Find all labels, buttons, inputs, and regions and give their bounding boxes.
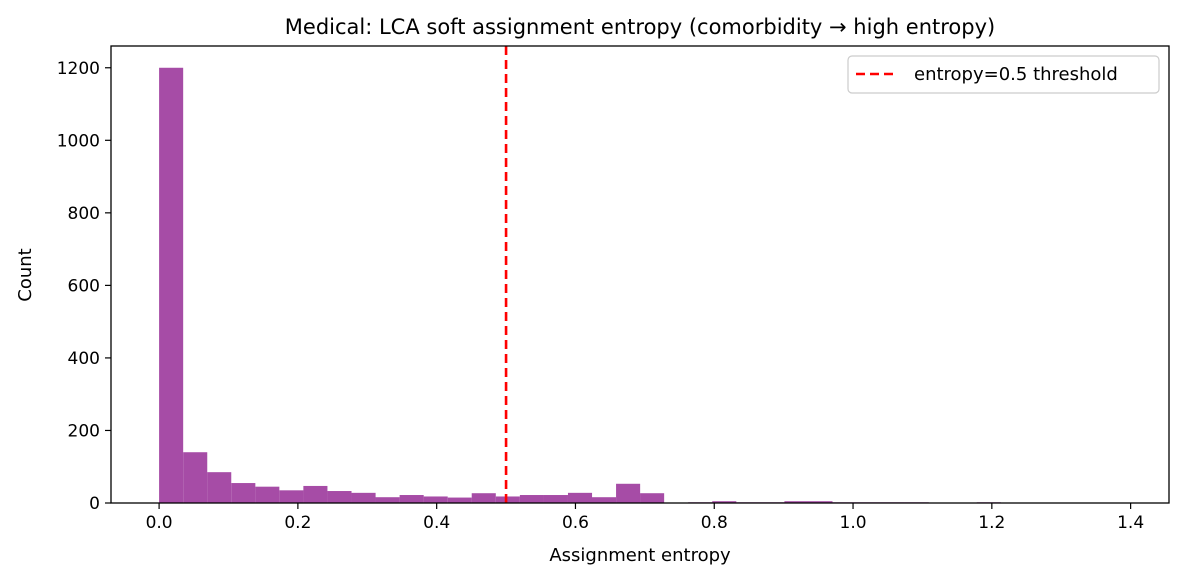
x-tick-label: 1.0 — [840, 513, 867, 533]
x-tick-label: 1.2 — [978, 513, 1005, 533]
y-axis-ticks: 0 200 400 600 800 1000 1200 — [57, 59, 111, 514]
y-tick-label: 1000 — [57, 131, 100, 151]
histogram-bar — [255, 486, 280, 503]
x-tick-label: 1.4 — [1117, 513, 1144, 533]
histogram-bar — [640, 493, 665, 503]
histogram-bar — [303, 485, 328, 503]
histogram-bar — [231, 483, 256, 503]
x-axis-ticks: 0.0 0.2 0.4 0.6 0.8 1.0 1.2 1.4 — [146, 503, 1144, 533]
histogram-bar — [519, 495, 544, 503]
legend-label: entropy=0.5 threshold — [914, 64, 1118, 85]
histogram-bar — [183, 452, 208, 503]
histogram-bar — [808, 501, 833, 503]
y-tick-label: 800 — [68, 204, 100, 224]
y-tick-label: 200 — [68, 421, 100, 441]
histogram-bar — [712, 501, 737, 503]
histogram-bar — [351, 492, 376, 503]
y-tick-label: 1200 — [57, 59, 100, 79]
x-tick-label: 0.8 — [701, 513, 728, 533]
histogram-bar — [567, 492, 593, 503]
histogram-bar — [591, 497, 617, 503]
x-tick-label: 0.4 — [423, 513, 450, 533]
histogram-bar — [207, 472, 232, 503]
histogram-bar — [471, 493, 496, 503]
histogram-bar — [495, 496, 520, 503]
y-tick-label: 400 — [68, 349, 100, 369]
x-tick-label: 0.2 — [284, 513, 311, 533]
histogram-bar — [327, 491, 352, 503]
y-tick-label: 600 — [68, 276, 100, 296]
y-tick-label: 0 — [89, 494, 100, 514]
histogram-bar — [279, 490, 304, 503]
histogram-bar — [543, 495, 568, 503]
histogram-bar — [616, 483, 641, 503]
x-tick-label: 0.0 — [146, 513, 173, 533]
histogram-bar — [423, 496, 448, 503]
histogram-bar — [375, 497, 400, 503]
legend-box — [847, 55, 1160, 94]
legend: entropy=0.5 threshold — [847, 55, 1160, 94]
histogram-bar — [784, 501, 809, 503]
histogram-bar — [159, 67, 184, 503]
chart-title: Medical: LCA soft assignment entropy (co… — [285, 15, 995, 39]
x-tick-label: 0.6 — [562, 513, 589, 533]
y-axis-label: Count — [15, 248, 36, 301]
bars-group — [159, 67, 1001, 503]
histogram-bar — [399, 495, 424, 503]
plot-frame — [110, 45, 1170, 504]
histogram-bar — [447, 497, 472, 503]
x-axis-label: Assignment entropy — [549, 545, 731, 566]
